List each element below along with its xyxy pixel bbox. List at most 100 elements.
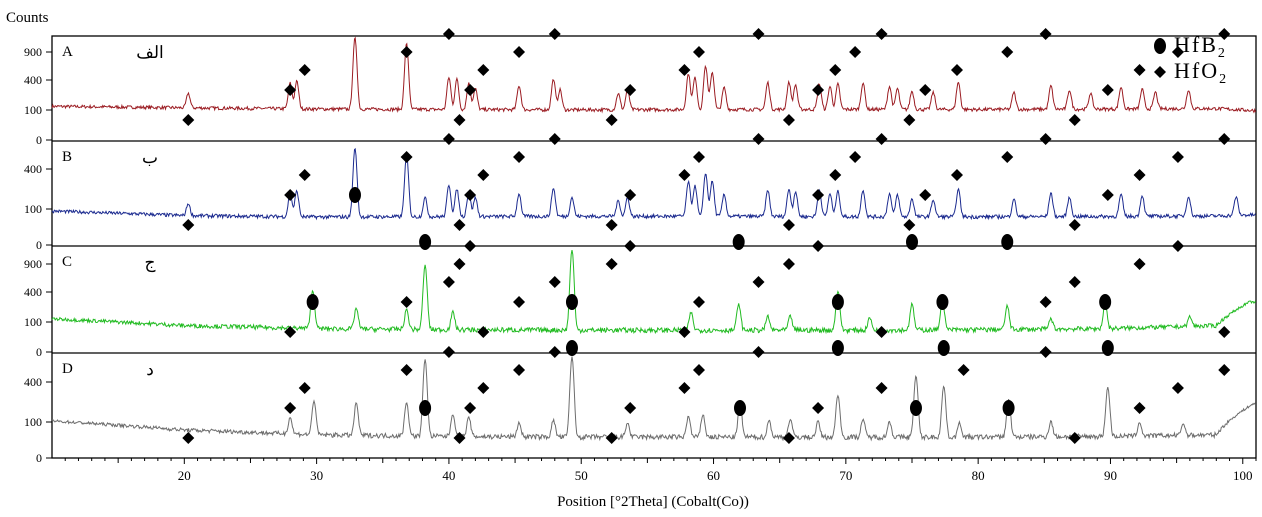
hfo2-diamond-marker (692, 46, 705, 58)
legend-subscript: 2 (1219, 72, 1228, 87)
hfo2-diamond-marker (624, 402, 637, 414)
hfo2-diamond-marker (624, 240, 637, 252)
legend-label: HfO2 (1174, 58, 1228, 87)
panel-arabic-label: الف (136, 43, 164, 62)
hfo2-diamond-marker (624, 84, 637, 96)
panel-arabic-label: ب (142, 148, 158, 167)
series-line-C (51, 250, 1256, 335)
legend-marker-hfo2 (1154, 66, 1166, 78)
hfo2-diamond-marker (284, 84, 297, 96)
hfb2-circle-marker (1002, 400, 1015, 416)
hfo2-diamond-marker (453, 432, 466, 444)
hfb2-circle-marker (1099, 294, 1112, 310)
hfo2-diamond-marker (950, 64, 963, 76)
panel-letter: D (62, 361, 73, 377)
hfo2-diamond-marker (1133, 258, 1146, 270)
hfo2-diamond-marker (692, 364, 705, 376)
hfo2-diamond-marker (1101, 189, 1114, 201)
x-tick-label: 80 (972, 468, 985, 483)
legend-subscript: 2 (1218, 46, 1227, 61)
hfb2-circle-marker (419, 400, 432, 416)
hfo2-diamond-marker (298, 382, 311, 394)
hfo2-diamond-marker (752, 28, 765, 40)
hfo2-diamond-marker (678, 326, 691, 338)
plot-frame (51, 35, 1257, 459)
hfb2-circle-marker (1101, 340, 1114, 356)
y-tick-label: 100 (24, 202, 42, 216)
hfo2-diamond-marker (400, 46, 413, 58)
panel-letter: C (62, 254, 72, 270)
hfo2-diamond-marker (957, 364, 970, 376)
x-tick-label: 30 (310, 468, 323, 483)
y-tick-label: 900 (24, 257, 42, 271)
hfo2-diamond-marker (950, 169, 963, 181)
hfo2-diamond-marker (1218, 326, 1231, 338)
hfo2-diamond-marker (1218, 133, 1231, 145)
hfo2-diamond-marker (453, 114, 466, 126)
hfo2-diamond-marker (875, 28, 888, 40)
hfo2-diamond-marker (1068, 432, 1081, 444)
y-tick-label: 0 (36, 345, 42, 359)
hfo2-diamond-marker (782, 114, 795, 126)
hfo2-diamond-marker (605, 432, 618, 444)
y-tick-label: 0 (36, 451, 42, 465)
hfo2-diamond-marker (1039, 28, 1052, 40)
panel-arabic-label: ج (145, 253, 156, 273)
hfo2-diamond-marker (678, 64, 691, 76)
hfo2-diamond-marker (453, 258, 466, 270)
hfo2-diamond-marker (849, 46, 862, 58)
y-tick-label: 100 (24, 315, 42, 329)
hfo2-diamond-marker (752, 133, 765, 145)
y-tick-label: 100 (24, 103, 42, 117)
hfo2-diamond-marker (812, 84, 825, 96)
series-line-B (51, 147, 1256, 221)
y-tick-label: 0 (36, 133, 42, 147)
hfo2-diamond-marker (513, 151, 526, 163)
panel-letter: A (62, 44, 73, 60)
hfo2-diamond-marker (919, 189, 932, 201)
hfo2-diamond-marker (875, 133, 888, 145)
hfo2-diamond-marker (849, 151, 862, 163)
hfo2-diamond-marker (464, 402, 477, 414)
hfb2-circle-marker (937, 340, 950, 356)
hfb2-circle-marker (565, 340, 578, 356)
y-tick-label: 400 (24, 73, 42, 87)
hfb2-circle-marker (1001, 234, 1014, 250)
hfo2-diamond-marker (1068, 114, 1081, 126)
hfo2-diamond-marker (182, 219, 195, 231)
hfb2-circle-marker (419, 234, 432, 250)
hfo2-diamond-marker (1171, 240, 1184, 252)
y-tick-label: 400 (24, 375, 42, 389)
hfo2-diamond-marker (298, 169, 311, 181)
hfo2-diamond-marker (605, 219, 618, 231)
hfo2-diamond-marker (1001, 151, 1014, 163)
hfo2-diamond-marker (678, 169, 691, 181)
hfo2-diamond-marker (1218, 28, 1231, 40)
hfo2-diamond-marker (182, 114, 195, 126)
hfo2-diamond-marker (812, 402, 825, 414)
hfo2-diamond-marker (782, 432, 795, 444)
hfo2-diamond-marker (400, 364, 413, 376)
x-tick-label: 100 (1233, 468, 1253, 483)
hfo2-diamond-marker (1039, 346, 1052, 358)
hfo2-diamond-marker (477, 64, 490, 76)
y-tick-label: 100 (24, 415, 42, 429)
hfo2-diamond-marker (548, 28, 561, 40)
hfo2-diamond-marker (752, 346, 765, 358)
hfo2-diamond-marker (453, 219, 466, 231)
hfo2-diamond-marker (1133, 169, 1146, 181)
hfb2-circle-marker (565, 294, 578, 310)
hfo2-diamond-marker (548, 133, 561, 145)
hfo2-diamond-marker (624, 189, 637, 201)
hfo2-diamond-marker (477, 326, 490, 338)
hfo2-diamond-marker (442, 133, 455, 145)
legend-marker-hfb2 (1154, 38, 1166, 54)
hfo2-diamond-marker (442, 346, 455, 358)
hfb2-circle-marker (734, 400, 746, 416)
hfo2-diamond-marker (400, 151, 413, 163)
hfo2-diamond-marker (1001, 46, 1014, 58)
series-line-A (51, 36, 1256, 114)
